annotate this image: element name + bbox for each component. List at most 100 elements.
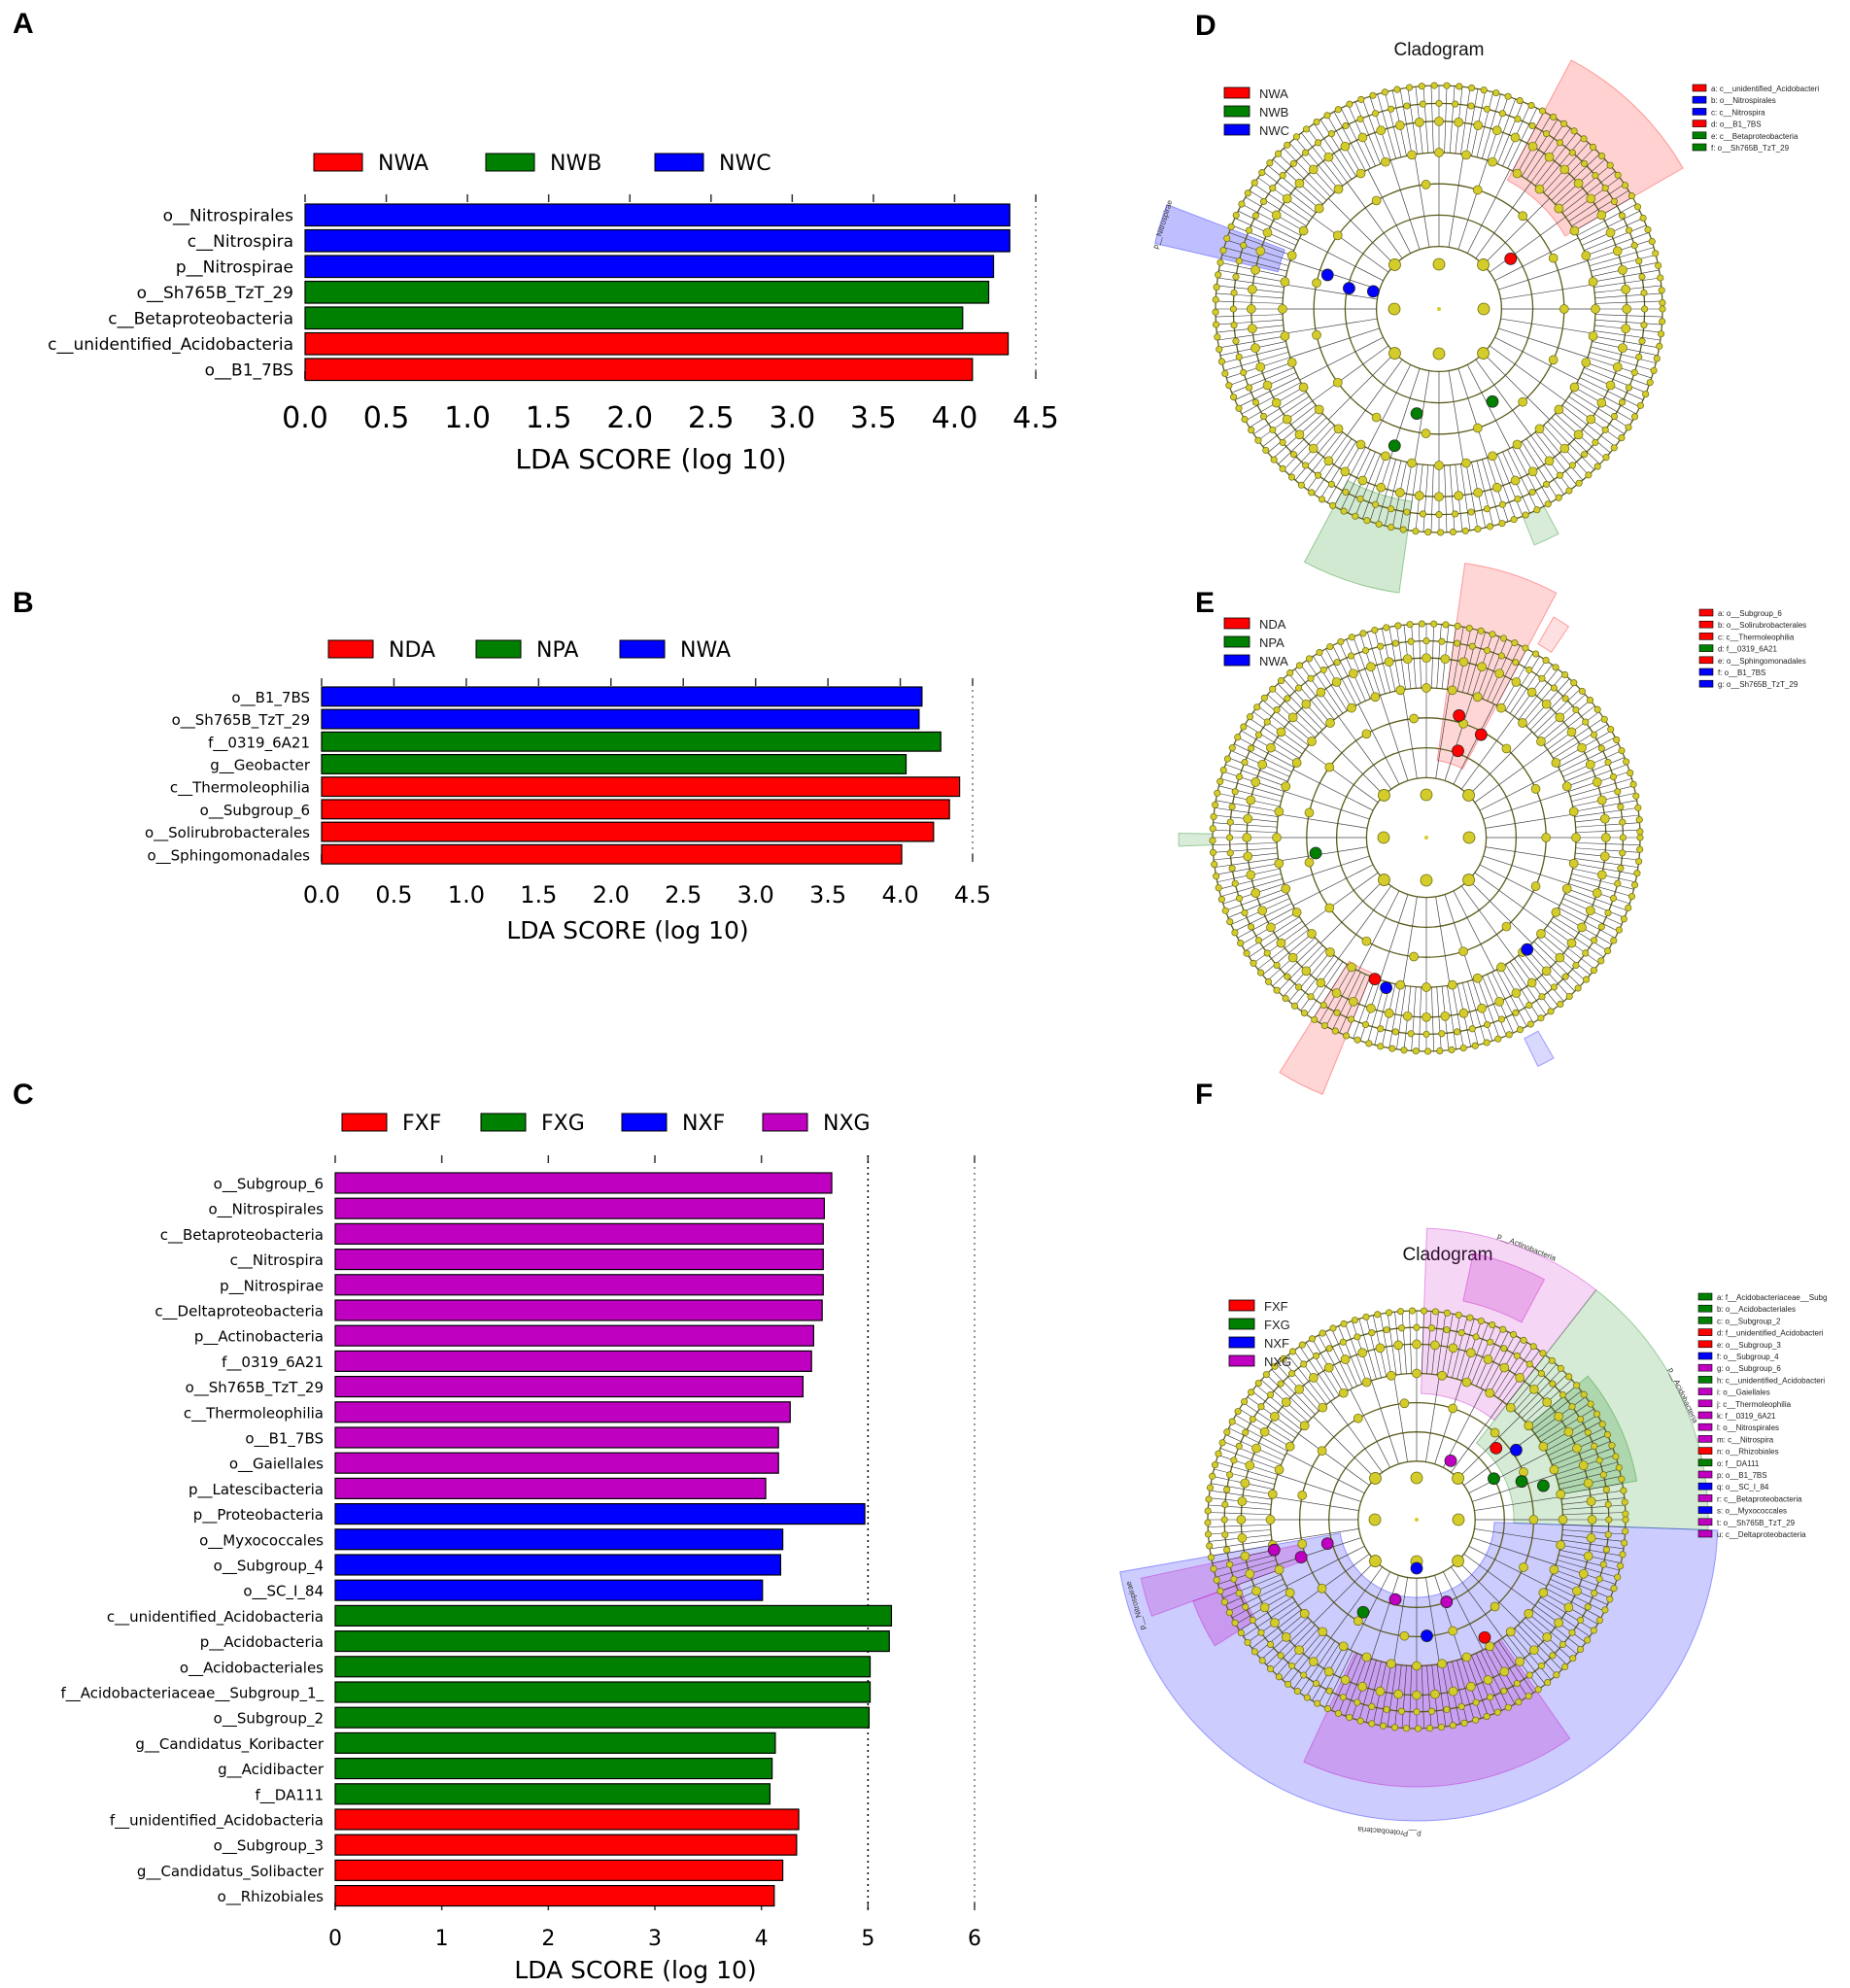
node — [1621, 1539, 1628, 1547]
node — [1443, 1309, 1451, 1317]
node — [1639, 214, 1647, 223]
branch — [1262, 171, 1317, 214]
node — [1244, 189, 1251, 197]
node — [1449, 1722, 1456, 1730]
node — [1391, 1028, 1399, 1036]
node — [1352, 512, 1359, 520]
node — [1368, 1513, 1382, 1526]
node — [1423, 1047, 1432, 1055]
node — [1497, 652, 1506, 660]
node — [1361, 646, 1370, 655]
node — [1614, 788, 1622, 796]
node — [1512, 659, 1520, 667]
node — [1412, 1368, 1422, 1379]
branch — [1460, 87, 1471, 154]
node — [1414, 491, 1424, 500]
branch — [1284, 284, 1378, 300]
branch — [1482, 459, 1501, 525]
node — [1477, 1317, 1485, 1325]
node — [1412, 1339, 1422, 1350]
node — [1307, 674, 1315, 682]
node — [1529, 1343, 1537, 1351]
branch — [1534, 132, 1577, 187]
cladogram-key-swatch — [1697, 1435, 1713, 1443]
x-tick-label: 4.0 — [881, 881, 918, 908]
branch — [1305, 872, 1379, 926]
branch — [1216, 319, 1284, 326]
node — [1467, 508, 1475, 516]
branch — [1544, 929, 1595, 970]
node — [1513, 1352, 1521, 1359]
node — [1234, 734, 1242, 741]
branch — [1292, 864, 1374, 907]
node — [1281, 1631, 1291, 1642]
node — [1480, 86, 1488, 94]
node — [1355, 168, 1366, 179]
node — [1635, 857, 1643, 866]
node — [1422, 982, 1431, 992]
legend-swatch-nwa — [313, 153, 363, 172]
branch — [1441, 1314, 1454, 1376]
node — [1361, 1020, 1370, 1029]
node — [1359, 630, 1367, 637]
node — [1440, 1011, 1451, 1021]
node — [1553, 1671, 1560, 1679]
node — [1277, 677, 1285, 685]
node — [1406, 84, 1414, 91]
node — [1559, 1390, 1566, 1399]
clade-highlight — [1462, 1252, 1546, 1323]
node — [1418, 620, 1425, 628]
node — [1525, 1692, 1532, 1700]
node — [1232, 337, 1240, 345]
node — [1520, 1336, 1527, 1344]
node — [1630, 242, 1638, 250]
node — [1591, 1442, 1598, 1450]
node — [1333, 659, 1341, 667]
panel-letter-d: D — [1195, 10, 1216, 42]
cladogram-key-swatch — [1692, 120, 1707, 127]
cladogram-legend-label: NDA — [1259, 617, 1286, 632]
branch — [1540, 933, 1591, 976]
node — [1265, 1515, 1276, 1525]
node — [1235, 772, 1244, 781]
x-tick-label: 1.5 — [520, 881, 557, 908]
node — [1609, 772, 1618, 781]
node — [1472, 1698, 1480, 1706]
branch — [1453, 890, 1495, 972]
node — [1455, 1311, 1462, 1319]
node — [1266, 159, 1274, 167]
node — [1240, 723, 1248, 731]
biomarker-node — [1410, 407, 1423, 420]
node — [1473, 120, 1484, 130]
branch — [1213, 842, 1278, 845]
node — [1631, 413, 1639, 421]
node — [1525, 1671, 1533, 1679]
node — [1424, 529, 1432, 536]
branch — [1374, 630, 1391, 693]
cladogram-key-swatch — [1698, 679, 1714, 688]
node — [1368, 1329, 1376, 1337]
node — [1474, 525, 1482, 533]
biomarker-node — [1474, 728, 1488, 741]
branch — [1550, 717, 1604, 755]
x-tick-label: 3.5 — [850, 401, 897, 435]
branch — [1558, 737, 1616, 768]
node — [1536, 929, 1546, 939]
node — [1257, 1403, 1265, 1411]
node — [1422, 1030, 1430, 1038]
node — [1255, 246, 1266, 257]
branch — [1584, 224, 1647, 251]
biomarker-node — [1366, 285, 1380, 298]
cladogram-key-swatch — [1697, 1422, 1713, 1431]
cladogram-key-swatch — [1697, 1376, 1713, 1384]
branch — [1575, 842, 1640, 845]
node — [1635, 257, 1643, 265]
node — [1221, 1500, 1229, 1509]
node — [1638, 273, 1646, 281]
node — [1618, 343, 1627, 354]
node — [1257, 906, 1268, 916]
node — [1555, 494, 1562, 501]
node — [1250, 179, 1258, 187]
node — [1223, 1546, 1231, 1554]
